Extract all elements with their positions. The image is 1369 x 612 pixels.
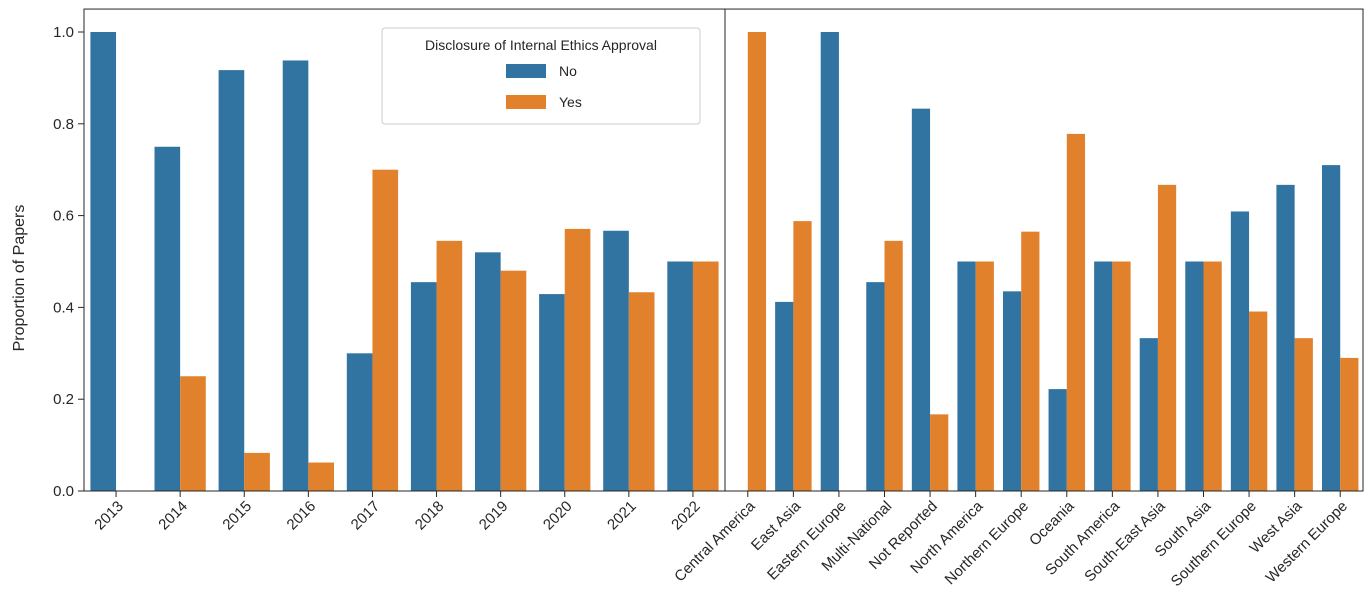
bar-yes-2018 [436,240,463,491]
x-tick-label: 2014 [155,498,191,534]
bar-no-eastern-europe [820,32,839,491]
y-axis-title: Proportion of Papers [11,205,28,352]
y-tick-label: 0.2 [53,391,74,408]
x-tick-label: 2017 [348,498,384,534]
legend-title: Disclosure of Internal Ethics Approval [425,37,657,53]
bar-yes-2021 [628,292,655,491]
x-tick-label: 2020 [540,498,576,534]
x-tick-label: 2018 [412,498,448,534]
bar-no-not-reported [911,108,931,492]
bar-no-2020 [539,294,565,491]
bar-no-north-america [957,261,976,491]
bar-yes-2017 [372,169,399,491]
legend-swatch-yes [506,95,546,109]
bar-no-2014 [154,146,181,491]
bar-yes-central-america [747,32,767,491]
x-tick-label: 2019 [476,498,512,534]
y-tick-label: 1.0 [53,24,74,41]
bar-no-2017 [346,353,373,491]
bar-no-oceania [1048,389,1067,491]
bar-no-multi-national [866,282,885,491]
bar-yes-south-america [1112,261,1131,491]
x-tick-label: 2015 [219,498,255,534]
y-tick-label: 0.0 [53,483,74,500]
bar-no-2015 [218,70,245,491]
x-tick-label: 2021 [604,498,640,534]
bar-yes-multi-national [884,240,903,491]
x-tick-label: South-East Asia [1081,497,1169,585]
bar-yes-west-asia [1294,338,1313,491]
bar-yes-2014 [180,376,206,491]
bar-no-2016 [282,60,309,492]
bar-no-western-europe [1321,165,1341,492]
bar-no-2019 [475,252,501,491]
bar-no-south-asia [1185,261,1204,491]
bar-no-2018 [410,282,437,491]
bar-no-2021 [603,230,629,491]
x-tick-label: Western Europe [1263,498,1351,586]
bar-yes-northern-europe [1021,231,1040,492]
bar-yes-2020 [564,228,591,491]
bar-yes-oceania [1066,133,1086,491]
y-tick-label: 0.8 [53,116,74,133]
chart-panel-by-year: 2013 2014 2015 2016 2017 2018 2019 2020 2021 2022… [53,8,726,534]
legend-entry-no: No [559,63,577,79]
bar-no-northern-europe [1002,291,1022,491]
bar-yes-southern-europe [1249,311,1268,491]
bar-yes-not-reported [930,414,949,491]
bar-no-south-america [1094,261,1113,491]
bar-no-west-asia [1276,184,1295,491]
bar-no-southern-europe [1230,211,1250,491]
bar-yes-south-asia [1203,261,1222,491]
bar-no-2013 [90,32,117,491]
bar-yes-2022 [692,261,719,491]
legend: Disclosure of Internal Ethics Approval N… [381,27,701,125]
plot-frame [724,8,1364,492]
x-tick-label: 2013 [91,498,127,534]
bar-no-south-east-asia [1139,338,1158,491]
x-tick-label: Eastern Europe [764,498,850,584]
bar-yes-north-america [975,261,994,491]
bar-yes-2019 [500,270,527,491]
bar-yes-2016 [308,462,334,491]
bar-yes-2015 [244,452,270,491]
x-tick-label: 2016 [284,498,320,534]
bar-yes-western-europe [1340,357,1359,491]
x-tick-label: Northern Europe [942,498,1032,588]
y-tick-label: 0.6 [53,208,74,225]
legend-entry-yes: Yes [559,94,582,110]
y-tick-label: 0.4 [53,299,74,316]
bar-yes-east-asia [793,221,812,492]
legend-swatch-no [506,64,546,78]
bar-yes-south-east-asia [1157,184,1177,491]
x-tick-label: 2022 [668,498,704,534]
bar-no-2022 [667,261,693,491]
bar-no-east-asia [775,301,794,491]
